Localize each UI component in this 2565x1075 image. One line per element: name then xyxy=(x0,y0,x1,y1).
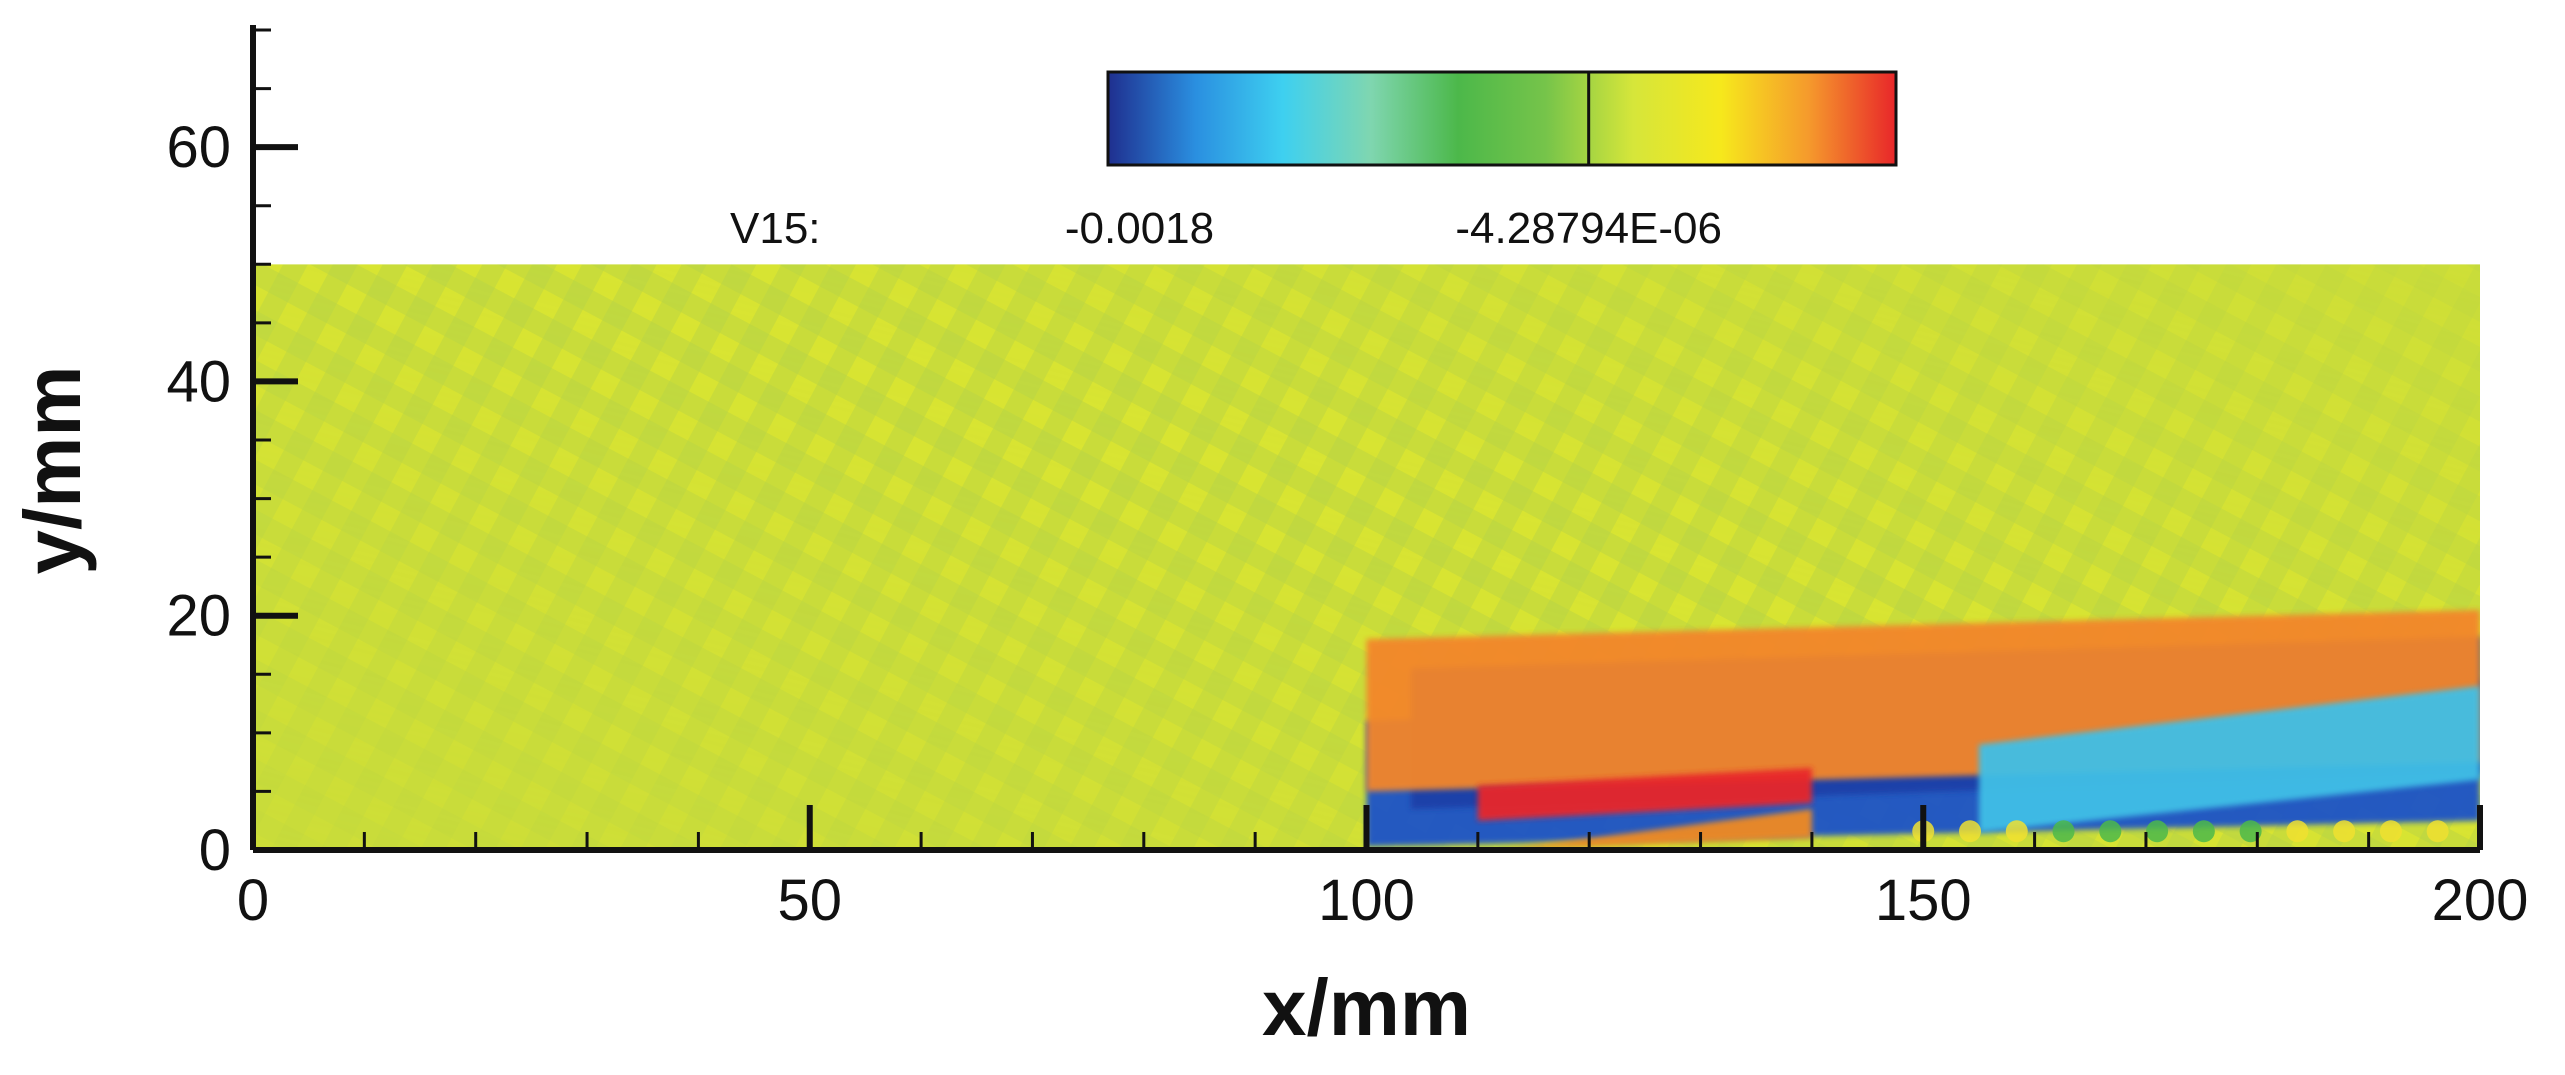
y-tick-label: 60 xyxy=(166,115,231,180)
x-tick-label: 200 xyxy=(2432,868,2529,933)
y-axis-label: y/mm xyxy=(8,366,97,575)
colorbar xyxy=(1106,70,1898,167)
wall-vortex-dot xyxy=(2146,820,2169,843)
wall-vortex-dot xyxy=(2333,820,2356,843)
colorbar-label-mid: -4.28794E-06 xyxy=(1455,204,1722,253)
wall-vortex-dot xyxy=(2192,820,2215,843)
red-core xyxy=(1477,768,1812,821)
colorbar-label-min: -0.0018 xyxy=(1065,204,1214,253)
x-tick-label: 150 xyxy=(1875,868,1972,933)
axes: 0 50 100 150 200 0 20 40 60 xyxy=(166,25,2528,933)
wall-vortex-dot xyxy=(2052,820,2075,843)
near-wall-orange-patch xyxy=(1500,809,1812,850)
x-tick-label: 100 xyxy=(1318,868,1415,933)
wall-vortex-dot xyxy=(2426,820,2449,843)
y-tick-label: 20 xyxy=(166,584,231,649)
colorbar-gradient xyxy=(1106,70,1898,167)
wall-vortex-dot xyxy=(2099,820,2122,843)
wall-vortex-dot xyxy=(2286,820,2309,843)
x-axis-label: x/mm xyxy=(1262,963,1471,1052)
wall-vortex-dot xyxy=(2005,820,2028,843)
x-tick-label: 50 xyxy=(777,868,842,933)
x-tick-label: 0 xyxy=(237,868,269,933)
wall-vortex-dot xyxy=(1959,820,1982,843)
contour-field xyxy=(253,264,2480,850)
y-tick-label: 40 xyxy=(166,349,231,414)
colorbar-variable-label: V15: xyxy=(730,204,821,253)
cyan-wake xyxy=(1978,686,2480,833)
wall-vortex-dot xyxy=(2379,820,2402,843)
y-tick-label: 0 xyxy=(199,818,231,883)
